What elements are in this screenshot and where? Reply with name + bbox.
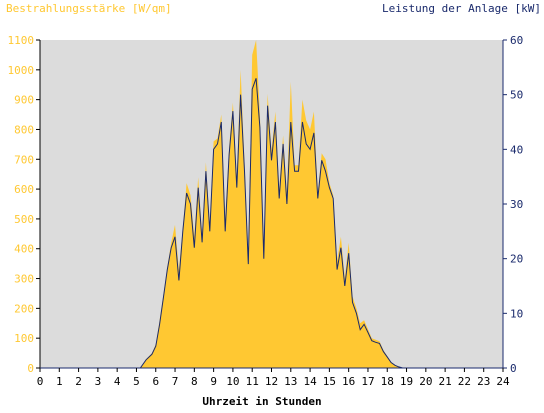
right-tick-label: 0 xyxy=(510,362,517,375)
series-layer xyxy=(40,40,503,369)
left-tick-label: 1100 xyxy=(8,34,35,47)
x-tick-label: 6 xyxy=(152,375,159,388)
right-tick-label: 20 xyxy=(510,253,523,266)
left-tick-label: 400 xyxy=(14,243,34,256)
x-tick-label: 1 xyxy=(56,375,63,388)
x-axis-label: Uhrzeit in Stunden xyxy=(202,395,321,408)
x-tick-label: 3 xyxy=(95,375,102,388)
left-tick-label: 800 xyxy=(14,123,34,136)
x-tick-label: 14 xyxy=(303,375,317,388)
left-tick-label: 500 xyxy=(14,213,34,226)
left-tick-label: 700 xyxy=(14,153,34,166)
x-tick-label: 10 xyxy=(226,375,239,388)
x-tick-label: 23 xyxy=(477,375,490,388)
x-tick-label: 22 xyxy=(458,375,471,388)
left-tick-label: 0 xyxy=(27,362,34,375)
x-tick-label: 19 xyxy=(400,375,413,388)
left-tick-label: 200 xyxy=(14,302,34,315)
x-tick-label: 15 xyxy=(323,375,336,388)
left-tick-label: 300 xyxy=(14,273,34,286)
x-tick-label: 16 xyxy=(342,375,355,388)
series-irradiance-area xyxy=(140,40,430,368)
x-tick-label: 4 xyxy=(114,375,121,388)
right-tick-label: 30 xyxy=(510,198,523,211)
x-tick-label: 0 xyxy=(37,375,44,388)
left-tick-label: 900 xyxy=(14,94,34,107)
x-tick-label: 7 xyxy=(172,375,179,388)
x-tick-label: 20 xyxy=(419,375,432,388)
x-tick-label: 9 xyxy=(210,375,217,388)
x-tick-label: 18 xyxy=(381,375,394,388)
left-tick-label: 600 xyxy=(14,183,34,196)
x-tick-label: 13 xyxy=(284,375,297,388)
x-tick-label: 5 xyxy=(133,375,140,388)
left-tick-label: 1000 xyxy=(8,64,35,77)
right-axis-title: Leistung der Anlage [kW] xyxy=(382,2,541,15)
x-tick-label: 12 xyxy=(265,375,278,388)
left-axis-title: Bestrahlungsstärke [W/qm] xyxy=(6,2,172,15)
x-tick-label: 24 xyxy=(496,375,510,388)
right-tick-label: 50 xyxy=(510,89,523,102)
left-ticks: 0 100 200 300 400 500 600 700 800 900 1000 1100 xyxy=(8,34,40,375)
x-ticks: 0 1 2 3 4 5 6 7 8 9 10 11 12 13 14 15 16 17 18 19 20 21 22 23 24 xyxy=(37,368,510,388)
x-tick-label: 2 xyxy=(75,375,82,388)
x-tick-label: 17 xyxy=(361,375,374,388)
right-ticks: 0 10 20 30 40 50 60 xyxy=(503,34,523,375)
left-tick-label: 100 xyxy=(14,332,34,345)
x-tick-label: 21 xyxy=(439,375,452,388)
x-tick-label: 8 xyxy=(191,375,198,388)
x-tick-label: 11 xyxy=(246,375,259,388)
right-tick-label: 40 xyxy=(510,143,523,156)
right-tick-label: 60 xyxy=(510,34,523,47)
series-power-line xyxy=(40,78,503,369)
right-tick-label: 10 xyxy=(510,307,523,320)
